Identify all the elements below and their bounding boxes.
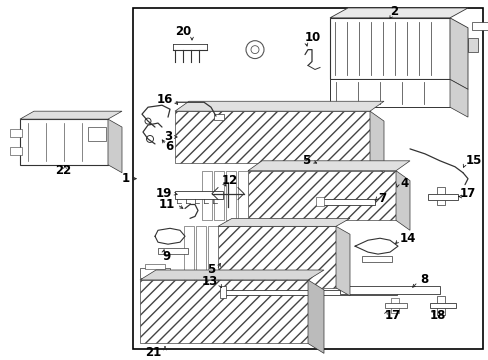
Polygon shape (335, 226, 349, 296)
Bar (390, 308, 398, 313)
Bar (10, 147, 22, 155)
Bar (384, 303, 406, 308)
Bar (140, 280, 307, 343)
Bar (329, 80, 449, 107)
Bar (196, 226, 205, 288)
Polygon shape (307, 280, 324, 354)
Polygon shape (140, 270, 324, 280)
Text: 10: 10 (305, 31, 321, 44)
Bar (10, 129, 22, 137)
Bar (220, 286, 225, 298)
Text: 11: 11 (159, 198, 175, 211)
Bar (207, 226, 218, 288)
Bar (133, 8, 482, 350)
Polygon shape (369, 111, 383, 173)
Polygon shape (247, 161, 409, 171)
Bar (175, 111, 369, 163)
Bar (222, 290, 396, 295)
Text: 8: 8 (419, 274, 427, 287)
Bar (158, 248, 187, 254)
Text: 6: 6 (164, 140, 173, 153)
Bar (436, 199, 444, 206)
Text: 18: 18 (429, 309, 446, 322)
Bar (88, 127, 106, 141)
Text: 9: 9 (162, 249, 170, 262)
Text: 20: 20 (175, 25, 191, 38)
Polygon shape (449, 80, 467, 117)
Text: 17: 17 (384, 309, 401, 322)
Bar (214, 114, 224, 120)
Text: 1: 1 (122, 172, 130, 185)
Text: 5: 5 (301, 154, 309, 167)
Text: 12: 12 (222, 174, 238, 187)
Bar (145, 264, 164, 269)
Bar (451, 81, 465, 89)
Bar (471, 22, 488, 30)
Bar (436, 186, 444, 194)
Text: 13: 13 (202, 275, 218, 288)
Bar (202, 171, 212, 220)
Text: 16: 16 (156, 93, 173, 106)
Polygon shape (108, 119, 122, 173)
Text: 5: 5 (206, 264, 215, 276)
Text: 22: 22 (55, 164, 71, 177)
Bar (140, 268, 170, 278)
Bar (361, 256, 391, 262)
Bar (390, 298, 398, 303)
Polygon shape (395, 171, 409, 230)
Bar (329, 18, 449, 80)
Bar (315, 197, 324, 207)
Polygon shape (20, 111, 122, 119)
Bar (218, 226, 335, 288)
Text: 21: 21 (145, 346, 161, 359)
Text: 3: 3 (163, 130, 172, 144)
Text: 17: 17 (459, 187, 475, 200)
Bar (319, 198, 374, 206)
Bar (214, 171, 224, 220)
Text: 14: 14 (399, 232, 415, 245)
Bar (429, 303, 455, 308)
Text: 2: 2 (389, 5, 397, 18)
Text: 19: 19 (155, 187, 172, 200)
Bar (436, 308, 444, 315)
Polygon shape (218, 219, 349, 226)
Bar (225, 171, 236, 220)
Bar (467, 38, 477, 51)
Bar (339, 286, 439, 294)
Bar (175, 190, 223, 198)
Bar (183, 226, 194, 288)
Bar (427, 194, 457, 199)
Text: 7: 7 (377, 192, 386, 205)
Bar (247, 171, 395, 220)
Bar (238, 171, 247, 220)
Bar (436, 296, 444, 303)
Text: 4: 4 (399, 177, 407, 190)
Polygon shape (449, 18, 467, 89)
Polygon shape (175, 101, 383, 111)
Polygon shape (329, 8, 467, 18)
Text: 15: 15 (465, 154, 481, 167)
Bar (20, 119, 108, 165)
